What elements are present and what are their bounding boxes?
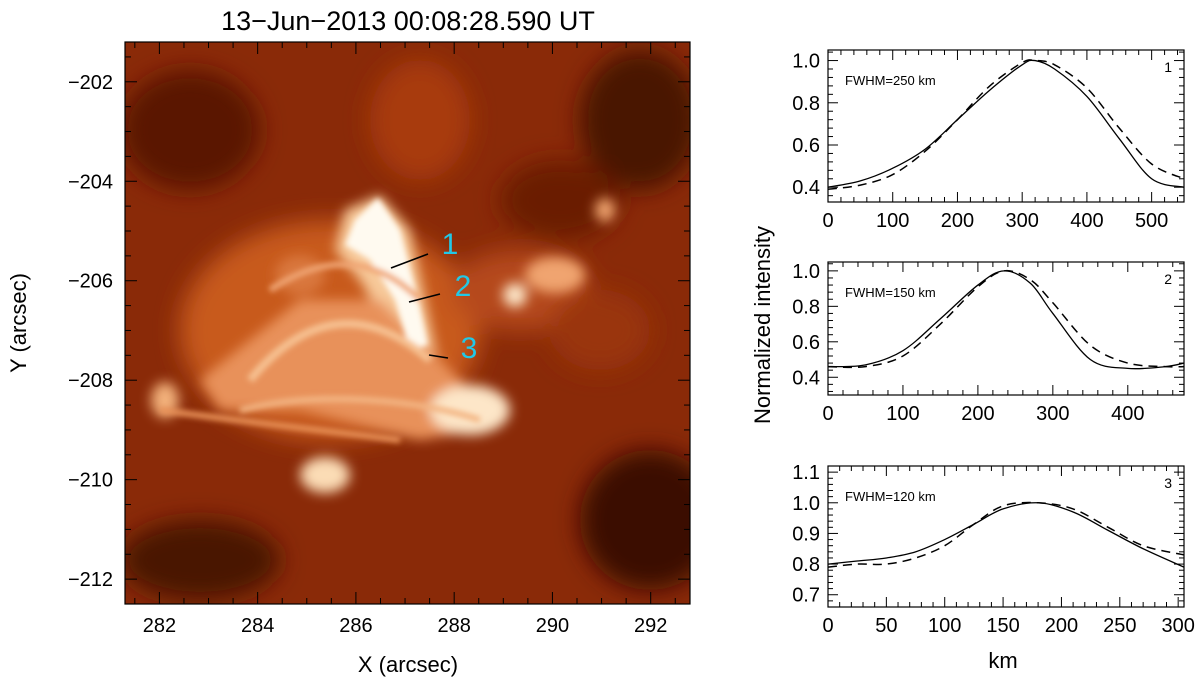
x-tick-label: 300	[1161, 615, 1194, 637]
fwhm-annotation: FWHM=250 km	[845, 73, 936, 88]
x-tick-label: 100	[876, 210, 909, 232]
x-tick-label: 300	[1005, 210, 1038, 232]
slit-line-2	[408, 293, 441, 303]
slit-line-3	[428, 354, 449, 359]
panel-number: 1	[1164, 59, 1172, 75]
slit-label-3: 3	[461, 332, 478, 365]
x-tick-label: 0	[822, 403, 833, 425]
x-tick-label: 282	[143, 615, 176, 637]
y-tick-label: 1.0	[792, 51, 820, 73]
y-tick-label: 0.7	[792, 585, 820, 607]
observed-profile-line	[827, 270, 1185, 370]
solar-image	[125, 42, 690, 604]
gaussian-fit-line	[827, 501, 1185, 568]
x-tick-label: 0	[822, 210, 833, 232]
fwhm-annotation: FWHM=150 km	[845, 285, 936, 300]
plot-frame	[827, 49, 1185, 203]
x-tick-label: 250	[1103, 615, 1136, 637]
y-tick-label: 1.1	[792, 462, 820, 484]
profile-chart-3: 0 50 100 150 200 250 300 0.7 0.8 0.9 1.0 1.1 FWHM=12…	[792, 462, 1195, 637]
slit-markers: 1 2 3	[390, 228, 478, 365]
gaussian-fit-line	[827, 59, 1185, 191]
y-tick-label: −212	[68, 569, 113, 591]
panel-number: 3	[1164, 475, 1172, 491]
x-tick-label: 50	[875, 615, 897, 637]
image-title: 13−Jun−2013 00:08:28.590 UT	[221, 6, 595, 36]
y-tick-label: −206	[68, 271, 113, 293]
x-tick-label: 286	[339, 615, 372, 637]
observed-profile-line	[827, 59, 1185, 188]
y-tick-label: −210	[68, 470, 113, 492]
slit-line-1	[390, 253, 429, 269]
observed-profile-line	[827, 502, 1185, 568]
x-tick-label: 284	[241, 615, 274, 637]
profile-panels: Normalized intensity km 0 100 200 300 400 500…	[750, 49, 1195, 673]
shared-x-axis-label: km	[988, 648, 1017, 673]
profile-chart-1: 0 100 200 300 400 500 0.4 0.6 0.8 1.0 FWHM=250 km 1	[792, 49, 1185, 232]
y-tick-label: 0.9	[792, 523, 820, 545]
x-tick-label: 400	[1111, 403, 1144, 425]
shared-y-axis-label: Normalized intensity	[750, 226, 775, 424]
plot-frame	[827, 261, 1185, 396]
x-tick-label: 0	[822, 615, 833, 637]
y-tick-label: 0.8	[792, 93, 820, 115]
profile-chart-2: 0 100 200 300 400 0.4 0.6 0.8 1.0 FWHM=150 km 2	[792, 261, 1185, 425]
y-tick-label: 0.4	[792, 367, 820, 389]
x-tick-label: 100	[886, 403, 919, 425]
image-y-axis-label: Y (arcsec)	[6, 273, 31, 373]
image-frame	[124, 41, 691, 605]
x-tick-label: 200	[941, 210, 974, 232]
slit-label-1: 1	[442, 228, 459, 261]
image-x-axis-label: X (arcsec)	[358, 652, 458, 677]
y-tick-label: −204	[68, 171, 113, 193]
y-tick-label: −208	[68, 370, 113, 392]
y-tick-label: 0.4	[792, 177, 820, 199]
x-tick-label: 500	[1135, 210, 1168, 232]
slit-label-2: 2	[455, 270, 472, 303]
plot-frame	[827, 465, 1185, 608]
y-tick-label: 0.6	[792, 135, 820, 157]
image-ticks: 282 284 286 288 290 292 −202 −204 −206 −208 −210 −2…	[68, 42, 690, 637]
fwhm-annotation: FWHM=120 km	[845, 489, 936, 504]
x-tick-label: 300	[1036, 403, 1069, 425]
x-tick-label: 200	[1045, 615, 1078, 637]
y-tick-label: 1.0	[792, 261, 820, 283]
y-tick-label: 0.8	[792, 296, 820, 318]
x-tick-label: 292	[634, 615, 667, 637]
x-tick-label: 290	[536, 615, 569, 637]
panel-number: 2	[1164, 271, 1172, 287]
solar-image-panel: 13−Jun−2013 00:08:28.590 UT	[6, 6, 691, 677]
y-tick-label: 0.8	[792, 554, 820, 576]
x-tick-label: 288	[437, 615, 470, 637]
y-tick-label: −202	[68, 72, 113, 94]
y-tick-label: 1.0	[792, 493, 820, 515]
x-tick-label: 400	[1070, 210, 1103, 232]
x-tick-label: 100	[928, 615, 961, 637]
x-tick-label: 150	[986, 615, 1019, 637]
x-tick-label: 200	[961, 403, 994, 425]
y-tick-label: 0.6	[792, 332, 820, 354]
